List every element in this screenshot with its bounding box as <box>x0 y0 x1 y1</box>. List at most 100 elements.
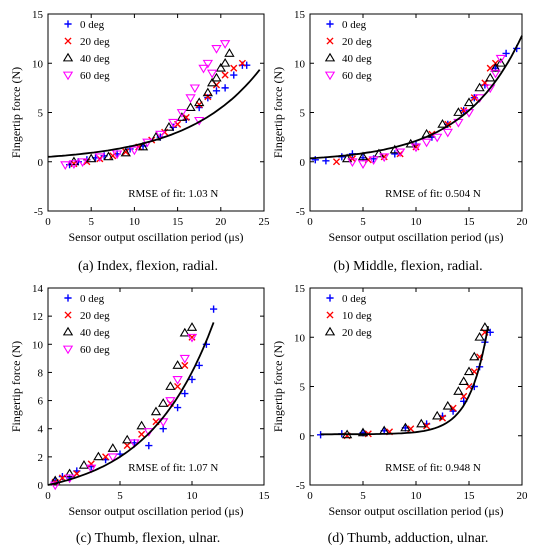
y-tick-label: -5 <box>34 206 44 218</box>
x-tick-label: 15 <box>259 490 271 502</box>
legend-entry: 40 deg <box>342 53 372 65</box>
data-point <box>490 62 501 72</box>
data-point <box>172 360 183 369</box>
x-tick-label: 10 <box>411 216 423 228</box>
data-point <box>176 112 188 121</box>
data-point <box>212 87 221 95</box>
data-point <box>379 153 390 163</box>
data-point <box>368 156 379 166</box>
y-tick-label: 4 <box>38 424 44 436</box>
legend-marker <box>62 326 74 336</box>
chart-panel-2: 0 5 10 15 0 2 4 6 8 10 12 14 Sensor output oscillati… <box>9 283 270 546</box>
data-point <box>179 354 190 364</box>
y-tick-label: 8 <box>38 367 44 379</box>
data-point <box>111 150 123 160</box>
data-point <box>423 422 431 430</box>
x-axis-label: Sensor output oscillation period (μs) <box>328 504 503 518</box>
x-tick-label: 20 <box>517 216 529 228</box>
x-axis-label: Sensor output oscillation period (μs) <box>68 230 243 244</box>
data-point <box>94 153 106 163</box>
series-1 <box>343 328 489 440</box>
data-point <box>432 410 443 420</box>
data-point <box>186 322 198 331</box>
legend-entry: 20 deg <box>342 327 372 339</box>
data-point <box>87 460 95 468</box>
y-tick-label: 10 <box>32 339 44 351</box>
data-point <box>129 146 140 156</box>
data-point <box>50 481 61 491</box>
data-point <box>206 69 218 79</box>
legend: 0 deg 10 deg 20 deg <box>324 293 372 339</box>
data-point <box>421 138 432 148</box>
data-point <box>357 151 369 161</box>
series-2 <box>341 322 491 439</box>
legend: 0 deg 20 deg 40 deg 60 deg <box>324 19 372 82</box>
data-point <box>469 351 480 361</box>
data-point <box>138 430 146 438</box>
data-point <box>230 71 238 79</box>
data-point <box>453 386 464 395</box>
legend-marker <box>326 294 334 302</box>
y-tick-label: -5 <box>296 206 306 218</box>
x-tick-label: 5 <box>88 216 94 228</box>
data-point <box>198 64 209 74</box>
legend-entry: 20 deg <box>342 36 372 48</box>
y-tick-label: 5 <box>300 108 306 120</box>
series-3 <box>60 40 231 170</box>
rmse-annotation: RMSE of fit: 1.03 N <box>128 188 218 200</box>
legend-marker <box>62 71 74 81</box>
data-point <box>219 57 231 67</box>
data-point <box>224 48 235 57</box>
panel-caption: (a) Index, flexion, radial. <box>78 259 218 274</box>
data-point <box>163 121 175 131</box>
y-tick-label: 5 <box>300 382 306 394</box>
y-tick-label: -5 <box>296 480 306 492</box>
data-point <box>442 400 453 410</box>
y-axis-label: Fingertip force (N) <box>9 67 23 158</box>
legend-entry: 40 deg <box>80 327 110 339</box>
legend-entry: 0 deg <box>80 19 105 31</box>
data-point <box>357 427 369 437</box>
data-point <box>174 382 182 391</box>
legend-marker <box>64 20 72 28</box>
x-tick-label: 15 <box>464 216 476 228</box>
data-point <box>206 77 218 87</box>
y-axis-label: Fingertip force (N) <box>271 67 285 158</box>
data-point <box>195 361 203 369</box>
data-point <box>189 84 201 94</box>
data-point <box>400 422 411 432</box>
data-point <box>479 322 491 331</box>
fit-curve <box>47 69 261 158</box>
y-tick-label: 0 <box>38 480 44 492</box>
data-point <box>185 94 196 104</box>
legend-entry: 60 deg <box>80 344 110 356</box>
data-point <box>181 361 189 369</box>
data-point <box>219 40 231 49</box>
data-point <box>474 82 485 92</box>
data-point <box>123 442 131 450</box>
data-point <box>238 59 246 67</box>
legend-entry: 60 deg <box>80 70 110 82</box>
data-point <box>145 442 153 450</box>
legend-marker <box>64 311 72 319</box>
data-point <box>347 158 358 168</box>
data-point <box>202 87 214 97</box>
data-point <box>341 153 353 163</box>
y-tick-label: 5 <box>38 108 44 120</box>
data-point <box>186 333 198 343</box>
rmse-annotation: RMSE of fit: 1.07 N <box>128 462 218 474</box>
y-tick-label: 2 <box>38 452 44 464</box>
legend-marker <box>324 71 336 81</box>
data-point <box>410 143 422 153</box>
data-point <box>416 418 427 428</box>
y-tick-label: 15 <box>294 283 306 295</box>
data-point <box>322 157 330 165</box>
data-point <box>103 151 114 161</box>
legend-marker <box>326 37 334 45</box>
data-point <box>221 84 229 92</box>
legend-marker <box>326 20 334 28</box>
x-tick-label: 0 <box>307 490 313 502</box>
data-point <box>490 69 501 79</box>
legend-entry: 0 deg <box>342 19 367 31</box>
